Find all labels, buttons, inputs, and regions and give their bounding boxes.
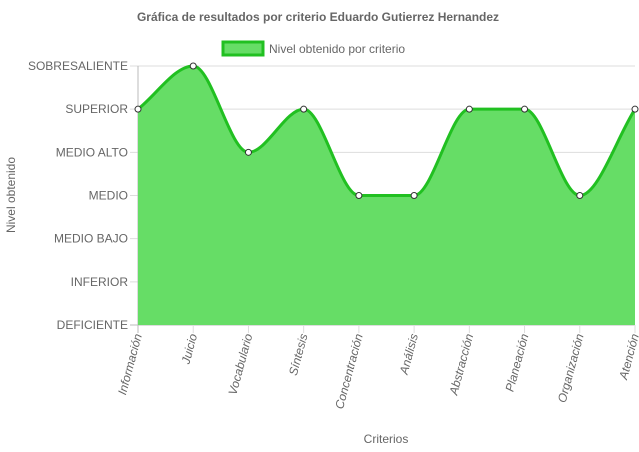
data-point[interactable] bbox=[355, 192, 363, 199]
x-tick-label: Juicio bbox=[178, 332, 200, 367]
x-tick-label: Abstracción bbox=[446, 332, 476, 397]
data-point[interactable] bbox=[244, 148, 252, 156]
y-tick-label: MEDIO bbox=[89, 189, 128, 203]
x-tick-label: Información bbox=[115, 332, 145, 396]
x-tick-label: Vocabulario bbox=[226, 332, 256, 397]
y-tick-label: MEDIO ALTO bbox=[56, 145, 128, 159]
y-tick-label: SOBRESALIENTE bbox=[28, 59, 128, 73]
x-tick-label: Síntesis bbox=[286, 332, 311, 377]
data-point[interactable] bbox=[134, 105, 142, 113]
series-area bbox=[134, 62, 639, 325]
y-tick-label: DEFICIENTE bbox=[57, 318, 128, 332]
data-point[interactable] bbox=[631, 105, 639, 113]
data-point[interactable] bbox=[521, 105, 529, 113]
x-axis-title: Criterios bbox=[364, 432, 409, 446]
x-tick-label: Planeación bbox=[503, 332, 532, 393]
data-point[interactable] bbox=[465, 105, 473, 113]
y-axis-ticks: DEFICIENTE INFERIOR MEDIO BAJO MEDIO MEDIO A… bbox=[28, 59, 128, 332]
chart-title: Gráfica de resultados por criterio Eduar… bbox=[137, 10, 499, 24]
legend-label: Nivel obtenido por criterio bbox=[269, 42, 405, 56]
x-tick-label: Análisis bbox=[397, 332, 421, 377]
data-point[interactable] bbox=[300, 105, 308, 113]
x-tick-label: Organización bbox=[555, 332, 587, 404]
x-axis-ticks: Información Juicio Vocabulario Síntesis Conc… bbox=[115, 332, 639, 411]
series-line bbox=[137, 64, 637, 198]
y-tick-label: SUPERIOR bbox=[65, 102, 128, 116]
legend[interactable]: Nivel obtenido por criterio bbox=[221, 40, 405, 57]
legend-swatch bbox=[221, 40, 265, 57]
y-tick-label: INFERIOR bbox=[71, 275, 129, 289]
x-tick-label: Atención bbox=[616, 332, 639, 382]
data-point[interactable] bbox=[189, 62, 197, 70]
y-tick-label: MEDIO BAJO bbox=[54, 232, 128, 246]
x-tick-label: Concentración bbox=[332, 332, 366, 411]
y-axis-title: Nivel obtenido bbox=[4, 157, 18, 233]
data-point[interactable] bbox=[576, 192, 584, 199]
data-point[interactable] bbox=[410, 192, 418, 199]
